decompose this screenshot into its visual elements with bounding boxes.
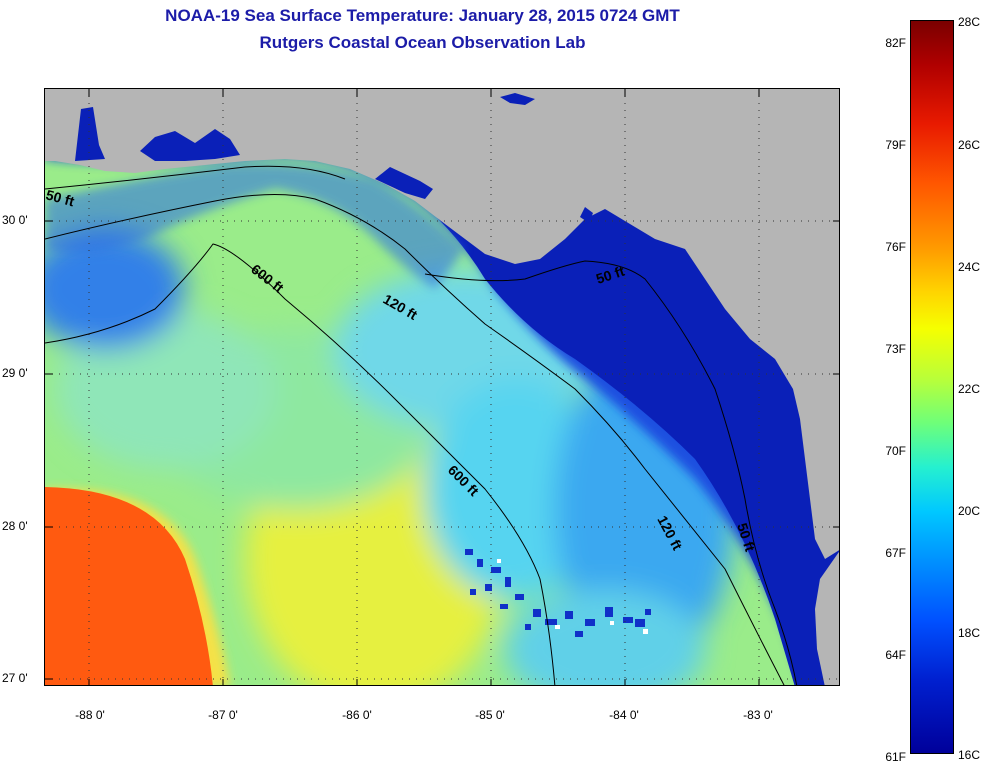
colorbar-label-c: 28C (958, 15, 981, 29)
temperature-field (45, 229, 735, 685)
cloud-speckle (465, 549, 651, 637)
contour-label-50ft-west: 50 ft (45, 186, 76, 209)
colorbar-label-c: 16C (958, 748, 981, 762)
map-title: NOAA-19 Sea Surface Temperature: January… (165, 6, 680, 25)
cold-shelf-water (45, 89, 839, 685)
frame-ticks (45, 89, 839, 685)
colorbar-label-c: 20C (958, 504, 981, 518)
colorbar-label-f: 70F (885, 444, 906, 458)
y-tick-label: 29 0' (2, 366, 28, 380)
land (45, 89, 839, 685)
colorbar-label-f: 79F (885, 138, 906, 152)
colorbar-label-c: 22C (958, 382, 981, 396)
x-tick-label: -84 0' (609, 708, 639, 722)
map-subtitle: Rutgers Coastal Ocean Observation Lab (259, 33, 586, 52)
colorbar-label-f: 67F (885, 546, 906, 560)
bays (75, 93, 593, 223)
temperature-colorbar (910, 20, 954, 754)
x-tick-label: -83 0' (743, 708, 773, 722)
warm-pool (45, 487, 230, 685)
y-tick-label: 28 0' (2, 519, 28, 533)
sst-map[interactable]: 50 ft 600 ft 120 ft 50 ft 600 ft 120 ft … (44, 88, 840, 686)
colorbar-label-f: 73F (885, 342, 906, 356)
y-tick-label: 30 0' (2, 213, 28, 227)
colorbar-label-c: 26C (958, 138, 981, 152)
depth-contours (45, 165, 798, 685)
colorbar-label-f: 82F (885, 36, 906, 50)
colorbar-label-c: 24C (958, 260, 981, 274)
colorbar-label-f: 64F (885, 648, 906, 662)
colorbar-label-c: 18C (958, 626, 981, 640)
colorbar-label-f: 61F (885, 750, 906, 764)
x-tick-label: -87 0' (208, 708, 238, 722)
x-tick-label: -86 0' (342, 708, 372, 722)
contour-600ft (45, 243, 556, 685)
contour-50ft-west (45, 165, 346, 190)
x-tick-label: -85 0' (475, 708, 505, 722)
y-tick-label: 27 0' (2, 671, 28, 685)
colorbar-label-f: 76F (885, 240, 906, 254)
contour-120ft (45, 193, 785, 685)
x-tick-label: -88 0' (75, 708, 105, 722)
contour-50ft-east (424, 260, 798, 685)
sst-map-canvas: 50 ft 600 ft 120 ft 50 ft 600 ft 120 ft … (45, 89, 839, 685)
